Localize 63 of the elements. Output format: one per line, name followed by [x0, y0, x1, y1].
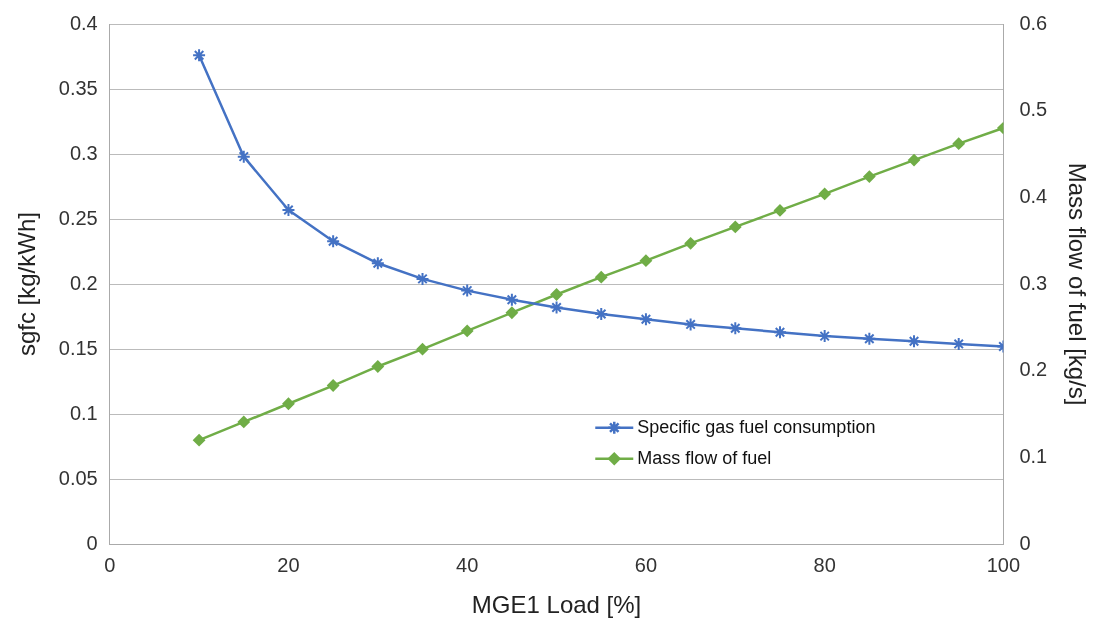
point — [505, 306, 518, 319]
x-axis-title: MGE1 Load [%] — [471, 591, 642, 619]
point — [683, 317, 698, 332]
point — [907, 334, 922, 349]
point — [371, 360, 384, 373]
point — [817, 329, 832, 344]
point — [639, 254, 652, 267]
point — [415, 271, 430, 286]
point — [773, 204, 786, 217]
y-tick-label: 0.2 — [69, 271, 98, 294]
point — [193, 434, 206, 447]
point — [504, 292, 519, 307]
y2-tick-label: 0.2 — [1019, 358, 1048, 381]
point — [952, 137, 965, 150]
point — [370, 256, 385, 271]
y2-tick-label: 0.3 — [1019, 271, 1048, 294]
y-tick-label: 0.35 — [58, 76, 98, 99]
y-tick-label: 0 — [86, 531, 98, 554]
point — [863, 170, 876, 183]
y2-axis-title: Mass flow of fuel [kg/s] — [1063, 162, 1091, 406]
y2-tick-label: 0.1 — [1019, 445, 1048, 468]
point — [772, 325, 787, 340]
y-tick-label: 0.1 — [69, 401, 98, 424]
point — [237, 415, 250, 428]
point — [327, 379, 340, 392]
point — [549, 300, 564, 315]
legend-label: Specific gas fuel consumption — [637, 416, 876, 437]
point — [862, 331, 877, 346]
x-tick-label: 60 — [634, 553, 658, 576]
point — [818, 187, 831, 200]
y-tick-label: 0.4 — [69, 11, 98, 34]
point — [595, 271, 608, 284]
point — [326, 234, 341, 249]
y2-tick-label: 0.5 — [1019, 98, 1048, 121]
point — [638, 312, 653, 327]
point — [951, 336, 966, 351]
point — [192, 48, 207, 63]
point — [728, 321, 743, 336]
point — [461, 324, 474, 337]
point — [416, 343, 429, 356]
legend-label: Mass flow of fuel — [637, 447, 772, 468]
point — [282, 397, 295, 410]
point — [684, 237, 697, 250]
x-tick-label: 80 — [813, 553, 836, 576]
x-tick-label: 0 — [104, 553, 116, 576]
x-tick-label: 40 — [456, 553, 479, 576]
point — [908, 154, 921, 167]
x-tick-label: 100 — [986, 553, 1021, 576]
point — [550, 288, 563, 301]
point — [594, 307, 609, 322]
y-tick-label: 0.05 — [58, 466, 98, 489]
point — [729, 220, 742, 233]
y-axis-title: sgfc [kg/kWh] — [13, 212, 41, 357]
point — [236, 149, 251, 164]
x-tick-label: 20 — [277, 553, 300, 576]
point — [460, 283, 475, 298]
y-tick-label: 0.3 — [69, 141, 98, 164]
point — [281, 202, 296, 217]
y2-tick-label: 0.4 — [1019, 184, 1048, 207]
y-tick-label: 0.25 — [58, 206, 98, 229]
y2-tick-label: 0 — [1019, 531, 1031, 554]
y2-tick-label: 0.6 — [1019, 11, 1048, 34]
y-tick-label: 0.15 — [58, 336, 98, 359]
